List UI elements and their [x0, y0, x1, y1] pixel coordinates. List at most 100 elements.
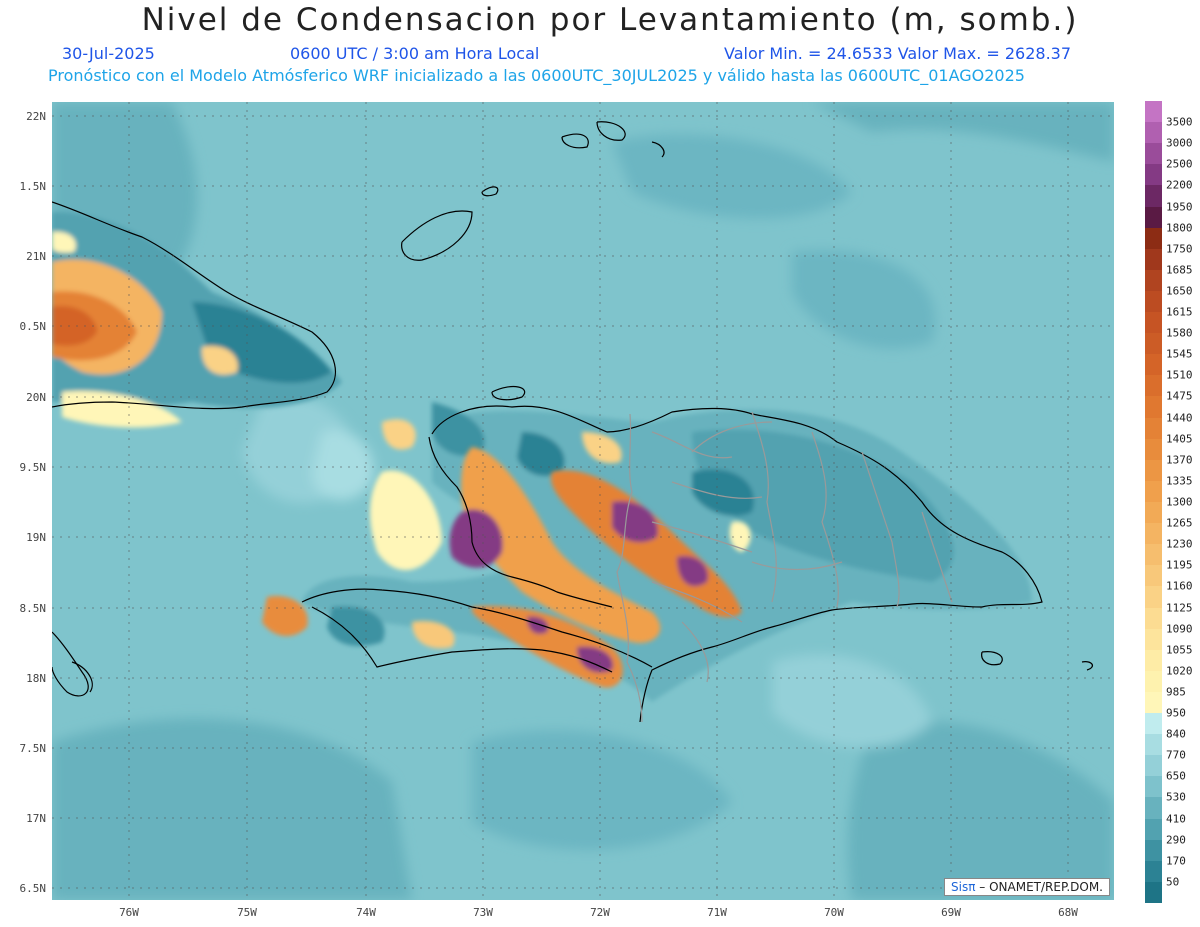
colorbar-label: 985: [1166, 685, 1186, 699]
colorbar-segment: [1145, 269, 1162, 292]
colorbar-segment: [1145, 713, 1162, 735]
lat-label: 8.5N: [19, 602, 47, 615]
colorbar-segment: [1145, 122, 1162, 144]
colorbar-label: 1545: [1166, 347, 1193, 361]
colorbar-label: 1510: [1166, 368, 1193, 382]
colorbar-label: 1950: [1166, 200, 1193, 214]
lon-label: 68W: [1058, 906, 1078, 919]
colorbar-label: 1685: [1166, 263, 1193, 277]
colorbar-label: 1195: [1166, 558, 1193, 572]
colorbar-segment: [1145, 839, 1162, 862]
colorbar-segment: [1145, 860, 1162, 883]
lat-label: 17N: [26, 812, 46, 825]
colorbar-label: 3000: [1166, 136, 1193, 150]
colorbar-label: 290: [1166, 833, 1186, 847]
colorbar-segment: [1145, 734, 1162, 756]
colorbar-label: 1750: [1166, 242, 1193, 256]
colorbar-segment: [1145, 164, 1162, 186]
colorbar-label: 1160: [1166, 579, 1193, 593]
colorbar-label: 1475: [1166, 389, 1193, 403]
colorbar-label: 950: [1166, 706, 1186, 720]
lat-label: 7.5N: [19, 742, 47, 755]
colorbar-label: 1405: [1166, 432, 1193, 446]
forecast-date: 30-Jul-2025: [62, 44, 155, 63]
colorbar-label: 1090: [1166, 622, 1193, 636]
colorbar-label: 1650: [1166, 284, 1193, 298]
lon-label: 71W: [707, 906, 727, 919]
colorbar-segment: [1145, 881, 1162, 904]
lat-label: 20N: [26, 391, 46, 404]
lat-label: 18N: [26, 672, 46, 685]
forecast-time: 0600 UTC / 3:00 am Hora Local: [290, 44, 540, 63]
coastlines: [52, 121, 1094, 723]
colorbar-label: 410: [1166, 812, 1186, 826]
colorbar-label: 1230: [1166, 537, 1193, 551]
lon-label: 70W: [824, 906, 844, 919]
high-lcl-band: [262, 419, 751, 688]
colorbar-segment: [1145, 502, 1162, 524]
lat-label: 6.5N: [19, 882, 47, 895]
colorbar-segment: [1145, 776, 1162, 798]
colorbar-segment: [1145, 480, 1162, 503]
background-shading: [52, 102, 1114, 900]
chart-title: Nivel de Condensacion por Levantamiento …: [141, 2, 1079, 38]
map-field: [52, 102, 1114, 900]
colorbar-label: 1020: [1166, 664, 1193, 678]
colorbar-segment: [1145, 670, 1162, 693]
lat-label: 0.5N: [19, 320, 47, 333]
colorbar-label: 770: [1166, 748, 1186, 762]
colorbar-segment: [1145, 649, 1162, 672]
colorbar-segment: [1145, 438, 1162, 461]
colorbar-label: 1265: [1166, 516, 1193, 530]
colorbar-segment: [1145, 797, 1162, 820]
colorbar-segment: [1145, 248, 1162, 271]
lat-label: 22N: [26, 110, 46, 123]
colorbar-label: 3500: [1166, 115, 1193, 129]
colorbar-segment: [1145, 143, 1162, 165]
colorbar-label: 1125: [1166, 601, 1193, 615]
colorbar-label: 1055: [1166, 643, 1193, 657]
lat-label: 1.5N: [19, 180, 47, 193]
colorbar-segment: [1145, 607, 1162, 630]
credit-logo: Sisπ: [951, 880, 976, 894]
colorbar-segment: [1145, 586, 1162, 608]
colorbar-segment: [1145, 417, 1162, 440]
colorbar-label: 530: [1166, 790, 1186, 804]
colorbar-segment: [1145, 206, 1162, 229]
lon-label: 75W: [237, 906, 257, 919]
colorbar-segment: [1145, 375, 1162, 397]
colorbar-segment: [1145, 691, 1162, 714]
colorbar-segment: [1145, 544, 1162, 566]
lcl-map: Sisπ – ONAMET/REP.DOM.: [52, 102, 1114, 900]
colorbar-segment: [1145, 354, 1162, 376]
colorbar-label: 650: [1166, 769, 1186, 783]
colorbar-label: 1370: [1166, 453, 1193, 467]
colorbar-segment: [1145, 312, 1162, 334]
colorbar-label: 50: [1166, 875, 1180, 889]
colorbar-label: 1335: [1166, 474, 1193, 488]
colorbar-label: 2500: [1166, 157, 1193, 171]
colorbar-segment: [1145, 523, 1162, 545]
colorbar: [1145, 101, 1162, 904]
colorbar-segment: [1145, 459, 1162, 482]
colorbar-label: 1615: [1166, 305, 1193, 319]
colorbar-segment: [1145, 227, 1162, 250]
lat-label: 21N: [26, 250, 46, 263]
colorbar-label: 170: [1166, 854, 1186, 868]
colorbar-segment: [1145, 818, 1162, 841]
lat-label: 9.5N: [19, 461, 47, 474]
colorbar-label: 2200: [1166, 178, 1193, 192]
colorbar-label: 1580: [1166, 326, 1193, 340]
lon-label: 72W: [590, 906, 610, 919]
colorbar-segment: [1145, 755, 1162, 777]
colorbar-label: 840: [1166, 727, 1186, 741]
colorbar-label: 1800: [1166, 221, 1193, 235]
lon-label: 69W: [941, 906, 961, 919]
lon-label: 76W: [119, 906, 139, 919]
colorbar-label: 1300: [1166, 495, 1193, 509]
colorbar-segment: [1145, 290, 1162, 313]
colorbar-segment: [1145, 565, 1162, 587]
credit-box: Sisπ – ONAMET/REP.DOM.: [944, 878, 1110, 896]
gridlines: [52, 102, 1114, 900]
colorbar-label: 1440: [1166, 411, 1193, 425]
